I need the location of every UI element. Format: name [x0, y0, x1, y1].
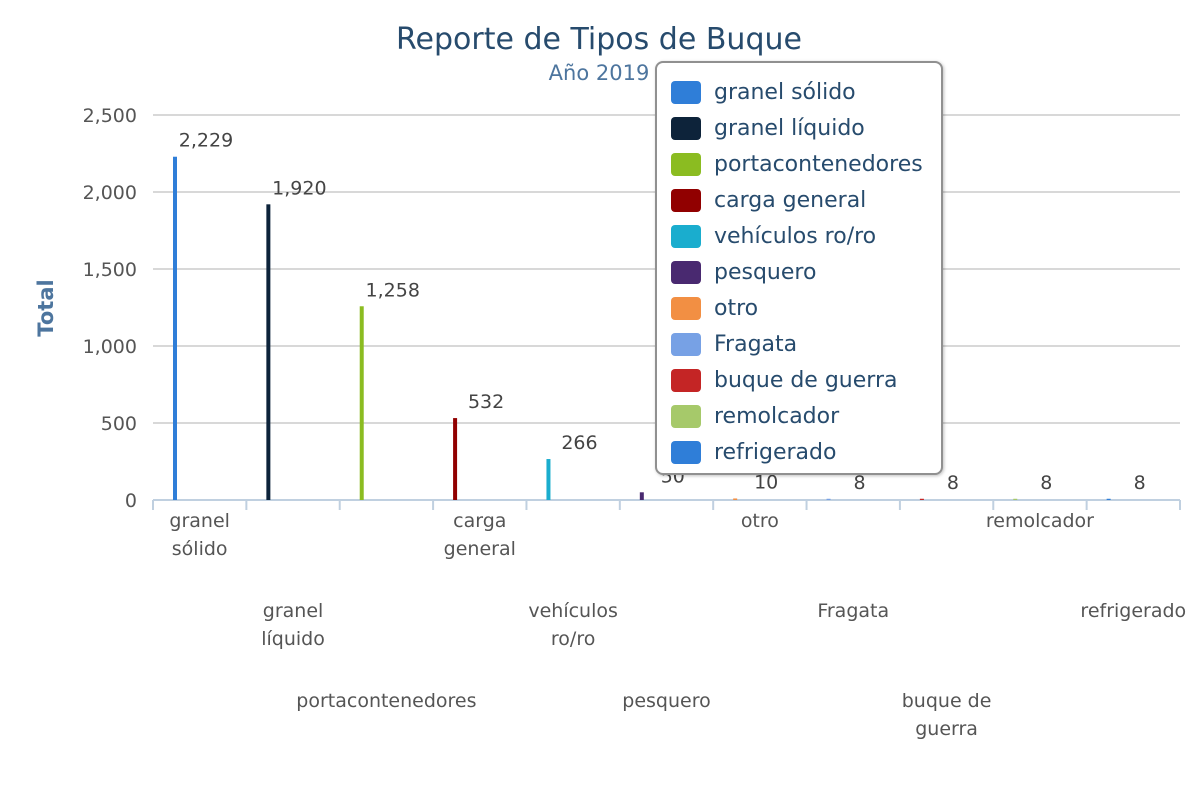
data-label: 10 [754, 471, 778, 493]
legend-swatch [671, 80, 701, 104]
legend-item[interactable]: granel líquido [671, 110, 941, 146]
x-tick-label: vehículos ro/ro [528, 600, 618, 650]
legend-item[interactable]: buque de guerra [671, 362, 941, 398]
bar[interactable] [826, 498, 831, 500]
data-label: 266 [561, 432, 597, 454]
x-tick-label: refrigerado [1080, 600, 1186, 622]
legend-label: portacontenedores [714, 151, 923, 177]
legend-swatch [671, 116, 701, 140]
legend-label: refrigerado [714, 439, 837, 465]
y-tick-label: 2,000 [83, 182, 137, 204]
legend-label: pesquero [714, 259, 817, 285]
bar[interactable] [1106, 498, 1111, 500]
y-tick-label: 1,500 [83, 259, 137, 281]
legend-item[interactable]: vehículos ro/ro [671, 218, 941, 254]
y-tick-label: 1,000 [83, 336, 137, 358]
legend-swatch [671, 152, 701, 176]
data-label: 2,229 [179, 130, 233, 152]
legend-label: granel sólido [714, 79, 856, 105]
legend-item[interactable]: granel sólido [671, 74, 941, 110]
legend-label: granel líquido [714, 115, 865, 141]
data-label: 8 [1134, 472, 1146, 494]
bar[interactable] [546, 459, 551, 500]
x-tick-label: granel líquido [261, 600, 325, 650]
legend-swatch [671, 224, 701, 248]
x-tick-label: otro [741, 510, 779, 532]
x-tick-label: pesquero [622, 690, 710, 712]
data-label: 532 [468, 391, 504, 413]
legend-label: otro [714, 295, 759, 321]
bar[interactable] [919, 498, 924, 500]
bar[interactable] [639, 492, 644, 500]
legend-swatch [671, 188, 701, 212]
x-tick-label: portacontenedores [296, 690, 476, 712]
bar[interactable] [733, 498, 738, 500]
legend-label: Fragata [714, 331, 798, 357]
legend-label: buque de guerra [714, 367, 898, 393]
legend-swatch [671, 440, 701, 464]
legend-swatch [671, 332, 701, 356]
legend-swatch [671, 260, 701, 284]
legend-item[interactable]: pesquero [671, 254, 941, 290]
data-label: 8 [853, 472, 865, 494]
legend-label: remolcador [714, 403, 840, 429]
legend-swatch [671, 404, 701, 428]
legend-swatch [671, 368, 701, 392]
y-tick-label: 500 [101, 413, 137, 435]
legend-label: vehículos ro/ro [714, 223, 877, 249]
x-tick-label: carga general [444, 510, 516, 560]
x-tick-label: remolcador [986, 510, 1094, 532]
data-label: 8 [1040, 472, 1052, 494]
x-tick-label: Fragata [817, 600, 889, 622]
chart-title: Reporte de Tipos de Buque [396, 22, 802, 57]
legend-item[interactable]: otro [671, 290, 941, 326]
bar[interactable] [359, 306, 364, 500]
bar[interactable] [1013, 498, 1018, 500]
y-axis-label: Total [34, 279, 58, 336]
data-label: 1,920 [272, 177, 326, 199]
legend-swatch [671, 296, 701, 320]
legend: granel sólido granel líquido portacontened… [655, 61, 943, 475]
legend-item[interactable]: remolcador [671, 398, 941, 434]
x-tick-label: granel sólido [169, 510, 230, 560]
legend-item[interactable]: Fragata [671, 326, 941, 362]
data-label: 1,258 [366, 279, 420, 301]
legend-item[interactable]: portacontenedores [671, 146, 941, 182]
y-tick-label: 0 [125, 490, 137, 512]
x-tick-label: buque de guerra [902, 690, 992, 740]
legend-item[interactable]: carga general [671, 182, 941, 218]
legend-label: carga general [714, 187, 867, 213]
bar[interactable] [266, 204, 271, 500]
bar[interactable] [453, 418, 458, 500]
bar[interactable] [173, 156, 177, 500]
legend-item[interactable]: refrigerado [671, 434, 941, 470]
chart-subtitle: Año 2019 [549, 61, 650, 85]
data-label: 8 [947, 472, 959, 494]
y-tick-label: 2,500 [83, 105, 137, 127]
